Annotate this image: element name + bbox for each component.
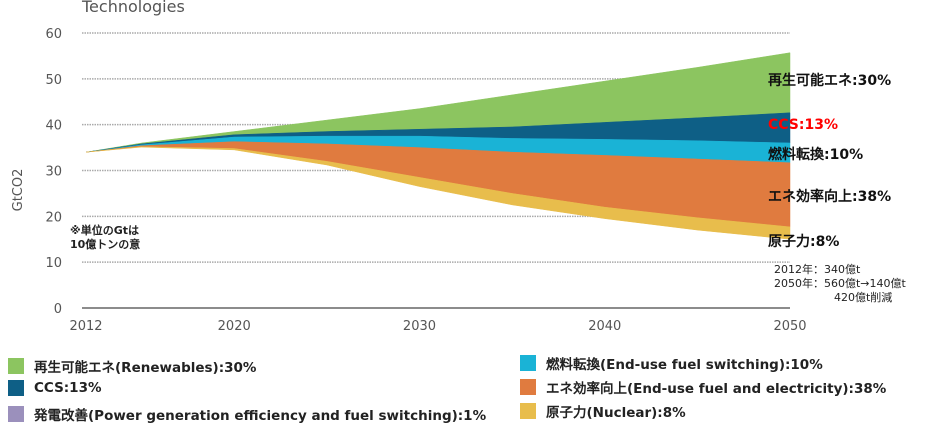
label-renewables: 再生可能エネ:30% <box>768 73 892 89</box>
legend-label: 再生可能エネ(Renewables):30% <box>34 360 257 376</box>
unit-note-line: ※単位のGtは <box>70 224 139 237</box>
legend-swatch <box>520 403 536 419</box>
label-nuclear: 原子力:8% <box>768 234 840 250</box>
unit-note: ※単位のGtは 10億トンの意 <box>70 224 140 252</box>
legend-swatch <box>520 379 536 395</box>
area-band <box>85 146 791 240</box>
y-tick-label: 10 <box>45 256 62 271</box>
legend-label: 原子力(Nuclear):8% <box>546 405 686 421</box>
legend-label: CCS:13% <box>34 380 102 396</box>
y-tick-label: 20 <box>45 210 62 225</box>
x-tick-label: 2012 <box>69 319 102 334</box>
y-axis-label: GtCO2 <box>11 169 26 212</box>
label-ccs: CCS:13% <box>768 117 838 133</box>
legend-swatch <box>520 355 536 371</box>
y-tick-label: 40 <box>45 119 62 134</box>
legend-item-fuel-switching: 燃料転換(End-use fuel switching):10% <box>520 353 823 373</box>
y-tick-label: 0 <box>54 302 62 317</box>
label-fuel-switching: 燃料転換:10% <box>768 147 864 163</box>
legend-item-power-generation: 発電改善(Power generation efficiency and fue… <box>8 404 486 424</box>
legend-item-renewables: 再生可能エネ(Renewables):30% <box>8 356 256 376</box>
legend-item-nuclear: 原子力(Nuclear):8% <box>520 401 686 421</box>
y-tick-label: 50 <box>45 73 62 88</box>
x-tick-label: 2050 <box>773 319 806 334</box>
legend-swatch <box>8 380 24 396</box>
summary-line: 2012年：340億t <box>774 263 861 276</box>
unit-note-line: 10億トンの意 <box>70 238 141 251</box>
y-tick-label: 30 <box>45 165 62 180</box>
x-tick-label: 2040 <box>588 319 621 334</box>
chart-title: Technologies <box>82 0 185 16</box>
legend-label: 燃料転換(End-use fuel switching):10% <box>546 357 823 373</box>
label-efficiency: エネ効率向上:38% <box>768 189 892 205</box>
x-tick-label: 2030 <box>403 319 436 334</box>
summary-line: 2050年：560億t→140億t <box>774 277 906 290</box>
legend-swatch <box>8 358 24 374</box>
y-tick-label: 60 <box>45 27 62 42</box>
summary-line: 420億t削減 <box>834 291 893 304</box>
legend-swatch <box>8 406 24 422</box>
legend-item-efficiency: エネ効率向上(End-use fuel and electricity):38% <box>520 377 886 397</box>
legend-item-ccs: CCS:13% <box>8 380 102 396</box>
x-tick-label: 2020 <box>218 319 251 334</box>
legend-label: 発電改善(Power generation efficiency and fue… <box>34 408 487 424</box>
legend-label: エネ効率向上(End-use fuel and electricity):38% <box>546 381 887 397</box>
summary-note: 2012年：340億t 2050年：560億t→140億t 420億t削減 <box>774 263 906 305</box>
